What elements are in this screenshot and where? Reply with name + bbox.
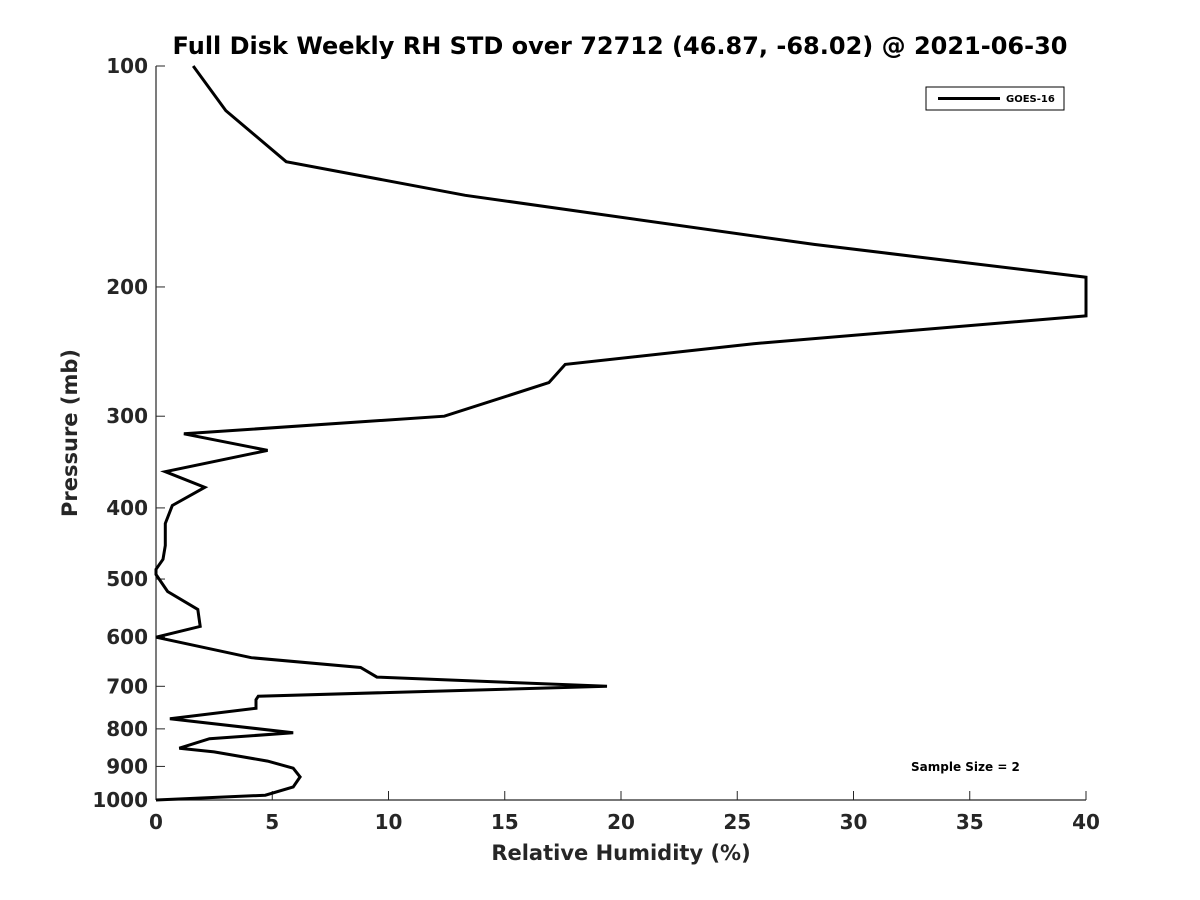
x-ticks: 0 5 10 15 20 25 30 35 40 xyxy=(149,791,1100,834)
y-tick-label: 200 xyxy=(106,275,148,299)
y-tick-label: 1000 xyxy=(92,788,148,812)
x-tick-label: 10 xyxy=(375,810,403,834)
series-line-goes-16 xyxy=(154,65,1088,802)
x-tick-label: 35 xyxy=(956,810,984,834)
y-tick-label: 300 xyxy=(106,404,148,428)
y-tick-label: 500 xyxy=(106,567,148,591)
legend-label: GOES-16 xyxy=(1006,94,1055,105)
x-axis-label: Relative Humidity (%) xyxy=(491,841,750,865)
y-tick-label: 700 xyxy=(106,674,148,698)
y-tick-label: 800 xyxy=(106,717,148,741)
y-axis-label: Pressure (mb) xyxy=(58,349,82,517)
x-tick-label: 0 xyxy=(149,810,163,834)
x-tick-label: 25 xyxy=(723,810,751,834)
y-tick-label: 400 xyxy=(106,496,148,520)
x-tick-label: 30 xyxy=(840,810,868,834)
axes xyxy=(155,66,1086,801)
x-tick-label: 40 xyxy=(1072,810,1100,834)
y-tick-label: 100 xyxy=(106,54,148,78)
x-tick-label: 15 xyxy=(491,810,519,834)
chart-title: Full Disk Weekly RH STD over 72712 (46.8… xyxy=(173,32,1068,60)
sample-size-annotation: Sample Size = 2 xyxy=(911,760,1020,774)
x-tick-label: 20 xyxy=(607,810,635,834)
x-tick-label: 5 xyxy=(265,810,279,834)
y-tick-label: 600 xyxy=(106,625,148,649)
legend: GOES-16 xyxy=(925,86,1065,111)
y-ticks: 100 200 300 400 500 600 700 800 900 1000 xyxy=(92,54,165,812)
y-tick-label: 900 xyxy=(106,754,148,778)
